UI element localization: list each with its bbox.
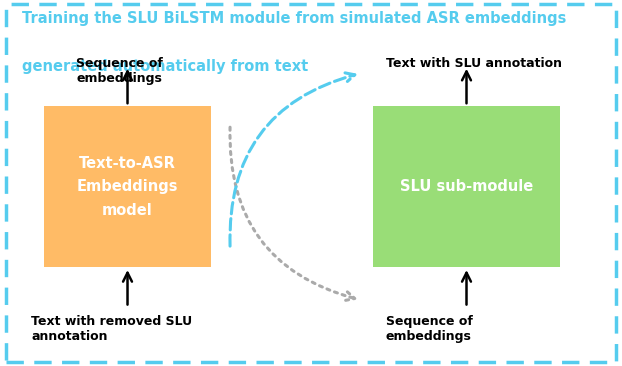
Text: Text with removed SLU
annotation: Text with removed SLU annotation [31, 315, 192, 343]
Text: SLU sub-module: SLU sub-module [400, 179, 533, 194]
FancyBboxPatch shape [44, 106, 211, 267]
Text: Text with SLU annotation: Text with SLU annotation [386, 57, 562, 70]
Text: Training the SLU BiLSTM module from simulated ASR embeddings: Training the SLU BiLSTM module from simu… [22, 11, 566, 26]
Text: Sequence of
embeddings: Sequence of embeddings [386, 315, 473, 343]
Text: Sequence of
embeddings: Sequence of embeddings [76, 57, 162, 85]
FancyBboxPatch shape [373, 106, 560, 267]
Text: generated automatically from text: generated automatically from text [22, 59, 308, 74]
Text: Text-to-ASR
Embeddings
model: Text-to-ASR Embeddings model [77, 156, 179, 217]
